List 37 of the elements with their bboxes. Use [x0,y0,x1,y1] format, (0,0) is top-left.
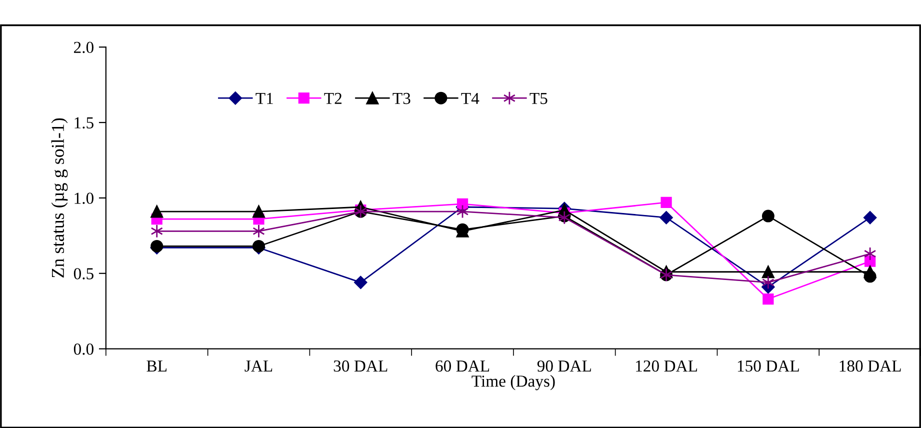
point [660,196,672,208]
point [150,205,164,218]
point [864,270,876,283]
y-axis-title: Zn status (µg g soil-1) [51,118,68,278]
y-tick-label: 2.0 [74,42,94,54]
point [354,276,368,290]
legend-label: T2 [324,92,342,104]
point [762,210,774,222]
y-tick-label: 0.5 [74,268,94,280]
point [762,266,774,278]
point [863,210,877,224]
point [456,198,468,210]
point [150,240,164,252]
y-tick-label: 1.5 [74,117,94,129]
point [762,293,774,305]
point [762,275,774,290]
x-tick-label: 90 DAL [537,360,591,372]
point [252,224,265,238]
x-tick-label: 30 DAL [334,360,388,372]
point [864,246,876,261]
point [252,240,265,252]
legend-label: T5 [530,93,548,104]
legend-label: T4 [461,92,480,104]
x-tick-label: 180 DAL [840,360,901,372]
x-tick-label: JAL [244,360,272,372]
point [660,210,673,224]
legend-label: T3 [392,92,410,104]
x-tick-label: 120 DAL [636,360,697,372]
x-tick-label: 150 DAL [738,360,799,372]
y-tick-label: 1.0 [74,192,94,204]
legend-label: T1 [256,92,273,104]
x-tick-label: 60 DAL [436,360,490,372]
point [150,224,163,238]
y-tick-label: 0.0 [74,344,94,355]
point [252,205,265,218]
x-axis-title: Time (Days) [472,375,555,390]
x-tick-label: BL [146,360,167,372]
